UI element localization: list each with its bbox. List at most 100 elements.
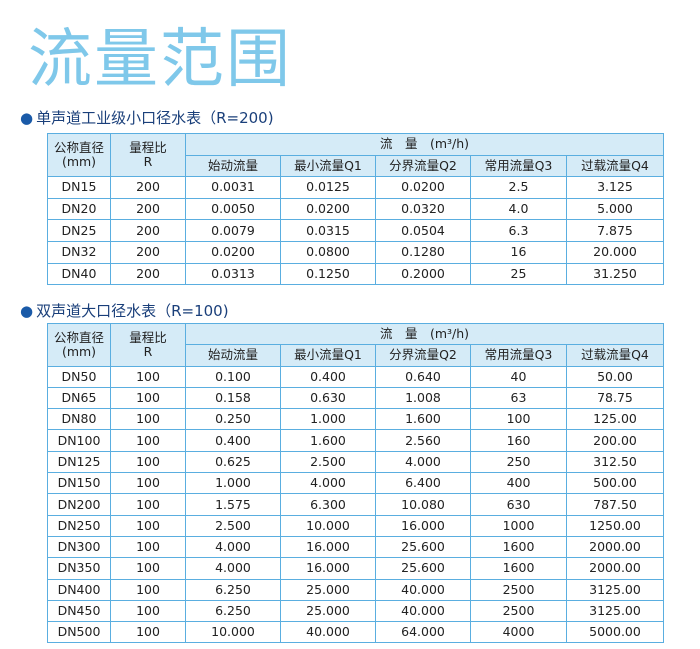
cell-text: 100: [136, 411, 160, 427]
cell-text: 分界流量Q2: [389, 347, 457, 363]
table-cell: 10.000: [185, 621, 281, 644]
cell-text: 常用流量Q3: [484, 157, 553, 173]
table-cell: 6.250: [185, 599, 281, 623]
table-cell: DN125: [47, 450, 111, 474]
table-cell: 0.0079: [185, 219, 281, 242]
table-cell: 100: [110, 599, 186, 623]
cell-text: 787.50: [593, 496, 637, 512]
header-cell: 过载流量Q4: [566, 344, 664, 367]
cell-text: 0.100: [215, 368, 251, 384]
table-row: DN20 200 0.0050 0.0200 0.0320 4.0 5.000: [47, 197, 664, 221]
cell-text: DN50: [61, 368, 97, 384]
table-cell: 200: [110, 219, 186, 242]
cell-text: 公称直径: [53, 329, 104, 345]
table-cell: 3125.00: [566, 599, 664, 623]
cell-text: 64.000: [401, 624, 445, 640]
table-row: DN100 100 0.400 1.600 2.560 160 200.00: [47, 429, 664, 452]
table-cell: DN25: [47, 219, 111, 242]
cell-text: 25.600: [401, 560, 445, 576]
cell-text: 0.0313: [211, 265, 255, 281]
cell-text: 1600: [502, 539, 535, 555]
table-cell: 250: [470, 450, 567, 474]
cell-text: DN250: [57, 517, 101, 533]
table-cell: 10.000: [280, 514, 376, 537]
table-cell: DN15: [47, 176, 111, 199]
cell-text: 16.000: [401, 517, 445, 533]
cell-text: 25.000: [306, 603, 350, 618]
cell-text: 100: [136, 560, 160, 576]
cell-text: 100: [136, 453, 160, 469]
cell-text: 量程比: [129, 329, 167, 345]
table-row: DN125 100 0.625 2.500 4.000 250 312.50: [47, 450, 664, 474]
table-cell: 4000: [470, 621, 567, 644]
cell-text: 25.000: [306, 581, 350, 597]
header-cell: 量程比 R: [110, 323, 186, 367]
table-cell: 1.575: [185, 493, 281, 516]
table-cell: 6.400: [375, 472, 471, 495]
cell-text: 100: [136, 517, 160, 533]
cell-text: 400: [506, 475, 531, 491]
cell-text: 100: [136, 390, 160, 406]
header-cell: 流 量 (m³/h): [185, 322, 664, 346]
table-row: DN65 100 0.158 0.630 1.008 63 78.75: [47, 386, 664, 410]
table-cell: 1000: [470, 514, 567, 537]
table-cell: 0.0200: [185, 240, 281, 264]
table-cell: DN20: [47, 197, 111, 221]
table-cell: 3125.00: [566, 578, 664, 601]
table-row: DN500 100 10.000 40.000 64.000 4000 5000.00: [47, 621, 664, 644]
cell-text: 0.0125: [306, 179, 350, 195]
table-row: DN150 100 1.000 4.000 6.400 400 500.00: [47, 472, 664, 495]
cell-text: 0.0200: [401, 179, 445, 195]
table-cell: DN200: [47, 493, 111, 516]
cell-text: 200: [136, 265, 160, 281]
table-cell: 0.2000: [375, 262, 471, 286]
table-cell: 100: [110, 621, 186, 644]
table-cell: 2.5: [470, 176, 567, 199]
table-cell: DN400: [47, 578, 111, 601]
cell-text: 1.600: [310, 432, 346, 448]
table-cell: 0.640: [375, 365, 471, 388]
table-row: DN350 100 4.000 16.000 25.600 1600 2000.00: [47, 557, 664, 580]
table-cell: 0.0504: [375, 219, 471, 242]
table-cell: 0.1250: [280, 262, 376, 286]
table-cell: 100: [110, 386, 186, 410]
cell-text: 2000.00: [589, 539, 641, 555]
cell-text: 过载流量Q4: [581, 157, 649, 173]
cell-text: DN25: [61, 222, 97, 238]
table-cell: 40.000: [375, 599, 471, 623]
table-cell: 2500: [470, 578, 567, 601]
cell-text: 25: [510, 265, 527, 281]
table-cell: 0.0200: [280, 197, 376, 221]
table-cell: 200.00: [566, 429, 664, 452]
cell-text: 200: [136, 244, 160, 260]
cell-text: 100: [136, 603, 160, 618]
section-heading: ● 双声道大口径水表（R=100): [20, 302, 229, 320]
cell-text: 100: [136, 539, 160, 555]
cell-text: DN300: [57, 539, 101, 555]
cell-text: (mm): [61, 343, 97, 359]
table-cell: 6.3: [470, 219, 567, 242]
cell-text: 16.000: [306, 560, 350, 576]
table-row: DN25 200 0.0079 0.0315 0.0504 6.3 7.875: [47, 219, 664, 242]
cell-text: 流 量 (m³/h): [379, 136, 470, 152]
header-row: 始动流量 最小流量Q1 分界流量Q2 常用流量Q3 过载流量Q4: [48, 154, 664, 178]
cell-text: 0.158: [215, 390, 251, 406]
table-cell: 0.250: [185, 408, 281, 431]
cell-text: 1.008: [405, 390, 441, 406]
header-cell: 分界流量Q2: [375, 154, 471, 178]
table-cell: 1600: [470, 535, 567, 559]
cell-text: 始动流量: [207, 347, 258, 363]
table-cell: 4.000: [375, 450, 471, 474]
cell-text: 2.5: [508, 179, 529, 195]
header-cell: 过载流量Q4: [566, 154, 664, 178]
cell-text: 1250.00: [589, 517, 641, 533]
cell-text: 0.630: [310, 390, 346, 406]
table-cell: DN100: [47, 429, 111, 452]
header-cell: 最小流量Q1: [280, 154, 376, 178]
table-cell: 1.000: [185, 472, 281, 495]
cell-text: DN32: [61, 244, 97, 260]
table-cell: 31.250: [566, 262, 664, 286]
table-row: DN300 100 4.000 16.000 25.600 1600 2000.00: [47, 535, 664, 559]
table-cell: 16.000: [375, 514, 471, 537]
table-cell: DN500: [47, 621, 111, 644]
